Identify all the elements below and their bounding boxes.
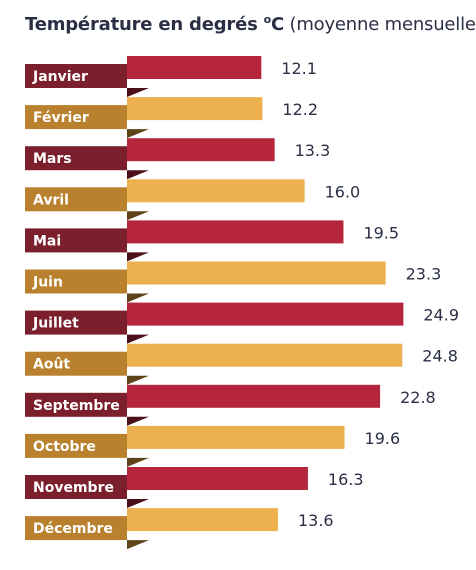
value-label-novembre: 16.3 (328, 470, 364, 489)
label-box-novembre (25, 475, 127, 499)
bar-fold-septembre (127, 416, 149, 426)
title-sub: (moyenne mensuelle) (289, 14, 476, 35)
category-label-aout: Août (33, 357, 70, 373)
bar-fold-janvier (127, 88, 149, 97)
value-label-septembre: 22.8 (400, 388, 436, 407)
bar-fold-avril (127, 211, 149, 221)
bar-decembre (127, 508, 278, 532)
label-box-decembre (25, 516, 127, 541)
title-unit: oC (263, 13, 285, 35)
bar-fold-juillet (127, 334, 149, 344)
bar-juillet (127, 302, 404, 326)
bar-janvier (127, 56, 262, 79)
value-label-juin: 23.3 (406, 265, 442, 284)
value-label-juillet: 24.9 (423, 306, 459, 325)
chart-title: Température en degrés oC (moyenne mensuel… (25, 13, 476, 35)
bar-mai (127, 220, 344, 244)
label-box-septembre (25, 392, 127, 417)
label-box-mai (25, 228, 127, 253)
label-box-octobre (25, 433, 127, 458)
label-box-mars (25, 146, 127, 171)
label-box-avril (25, 187, 127, 212)
bar-aout (127, 343, 403, 367)
bar-novembre (127, 467, 308, 490)
label-box-juillet (25, 310, 127, 335)
value-label-janvier: 12.1 (281, 59, 317, 78)
bar-fold-novembre (127, 499, 149, 508)
bar-juin (127, 261, 386, 285)
label-box-aout (25, 351, 127, 376)
bar-fold-mai (127, 252, 149, 262)
category-label-juin: Juin (32, 275, 63, 291)
value-label-mai: 19.5 (363, 223, 399, 242)
category-label-octobre: Octobre (33, 439, 96, 455)
value-label-decembre: 13.6 (298, 511, 334, 530)
bar-avril (127, 179, 305, 203)
label-box-fevrier (25, 105, 127, 130)
category-label-juillet: Juillet (32, 316, 79, 332)
value-label-avril: 16.0 (325, 182, 361, 201)
value-label-octobre: 19.6 (365, 429, 401, 448)
category-label-mai: Mai (33, 233, 61, 249)
value-label-aout: 24.8 (422, 347, 458, 366)
label-box-janvier (25, 64, 127, 88)
category-label-septembre: Septembre (33, 398, 120, 414)
value-label-mars: 13.3 (295, 141, 331, 160)
bar-fold-octobre (127, 457, 149, 467)
bar-fold-decembre (127, 540, 149, 550)
bar-septembre (127, 384, 381, 408)
bar-fold-mars (127, 170, 149, 180)
category-label-mars: Mars (33, 151, 72, 167)
value-label-fevrier: 12.2 (282, 100, 318, 119)
bar-fold-aout (127, 375, 149, 385)
category-label-fevrier: Février (33, 110, 89, 126)
category-label-novembre: Novembre (33, 480, 114, 496)
label-box-juin (25, 269, 127, 294)
bar-fold-juin (127, 293, 149, 303)
bar-fold-fevrier (127, 129, 149, 139)
bar-octobre (127, 425, 345, 449)
bar-mars (127, 138, 275, 162)
category-label-janvier: Janvier (32, 69, 88, 85)
category-label-avril: Avril (33, 192, 69, 208)
bar-fevrier (127, 97, 263, 121)
category-label-decembre: Décembre (33, 521, 113, 537)
title-main: Température en degrés (25, 14, 258, 35)
